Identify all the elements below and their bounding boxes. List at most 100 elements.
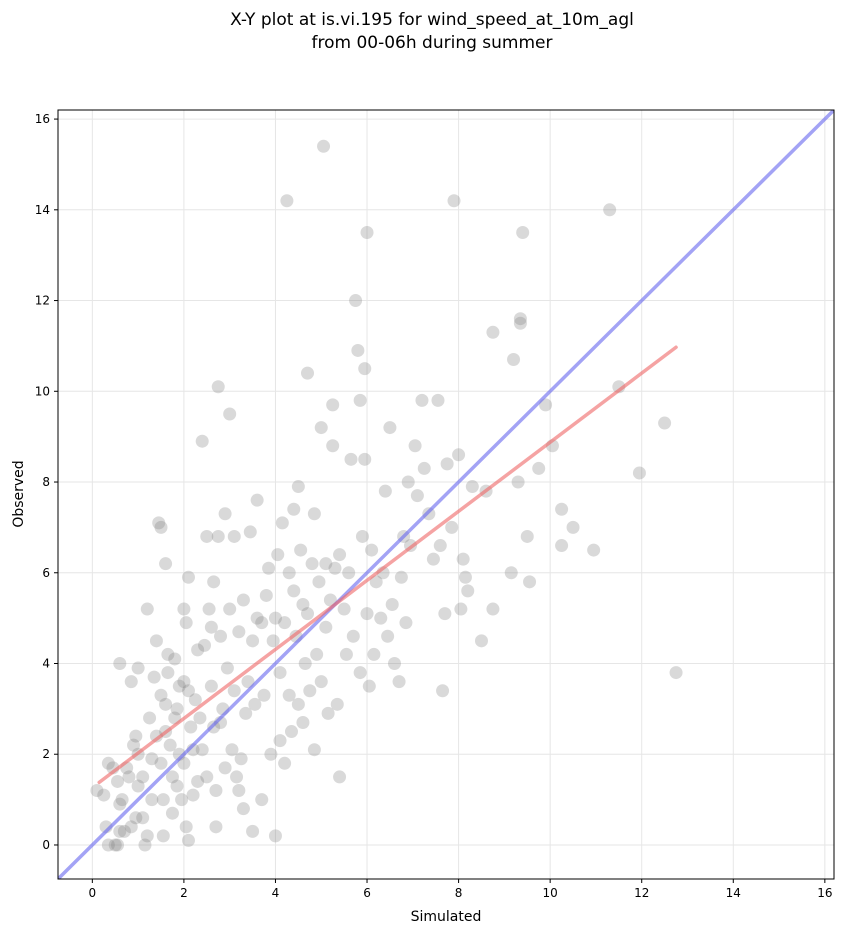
- data-point: [129, 729, 143, 743]
- x-tick-label: 14: [726, 886, 741, 900]
- data-point: [163, 738, 177, 752]
- y-tick-label: 12: [35, 294, 50, 308]
- data-point: [378, 484, 392, 498]
- data-point: [326, 439, 340, 453]
- data-point: [191, 643, 205, 657]
- data-point: [461, 584, 475, 598]
- data-point: [193, 711, 207, 725]
- reference-lines: [58, 110, 834, 879]
- y-tick-label: 2: [42, 747, 50, 761]
- data-point: [369, 575, 383, 589]
- data-point: [113, 797, 127, 811]
- y-tick-label: 4: [42, 656, 50, 670]
- data-point: [532, 461, 546, 475]
- data-point: [408, 439, 422, 453]
- data-point: [111, 838, 125, 852]
- data-point: [516, 225, 530, 239]
- data-point: [250, 493, 264, 507]
- data-point: [101, 756, 115, 770]
- data-point: [555, 539, 569, 553]
- data-point: [145, 752, 159, 766]
- y-tick-label: 8: [42, 475, 50, 489]
- data-point: [209, 820, 223, 834]
- data-point: [259, 588, 273, 602]
- data-point: [124, 820, 138, 834]
- y-tick-label: 16: [35, 112, 50, 126]
- y-tick-label: 0: [42, 838, 50, 852]
- data-point: [458, 570, 472, 584]
- data-point: [360, 225, 374, 239]
- data-point: [234, 752, 248, 766]
- data-point: [365, 543, 379, 557]
- data-point: [246, 824, 260, 838]
- data-point: [149, 634, 163, 648]
- data-point: [204, 620, 218, 634]
- data-point: [179, 820, 193, 834]
- data-point: [513, 316, 527, 330]
- data-point: [257, 688, 271, 702]
- data-point: [223, 602, 237, 616]
- data-point: [230, 770, 244, 784]
- data-point: [539, 398, 553, 412]
- data-point: [232, 784, 246, 798]
- data-point: [417, 461, 431, 475]
- data-point: [170, 779, 184, 793]
- data-point: [452, 448, 466, 462]
- data-point: [291, 697, 305, 711]
- data-point: [264, 747, 278, 761]
- fit-line: [97, 345, 678, 785]
- data-point: [266, 634, 280, 648]
- data-point: [227, 529, 241, 543]
- data-point: [511, 475, 525, 489]
- data-point: [445, 520, 459, 534]
- data-point: [214, 629, 228, 643]
- data-point: [232, 625, 246, 639]
- data-point: [310, 647, 324, 661]
- data-point: [202, 602, 216, 616]
- x-tick-label: 10: [543, 886, 558, 900]
- data-point: [97, 788, 111, 802]
- data-point: [278, 756, 292, 770]
- data-point: [339, 647, 353, 661]
- data-point: [287, 502, 301, 516]
- data-point: [149, 729, 163, 743]
- data-point: [200, 770, 214, 784]
- data-point: [486, 602, 500, 616]
- data-point: [143, 711, 157, 725]
- data-point: [154, 756, 168, 770]
- data-point: [177, 675, 191, 689]
- data-point: [523, 575, 537, 589]
- data-point: [333, 548, 347, 562]
- data-point: [223, 407, 237, 421]
- data-point: [218, 761, 232, 775]
- data-point: [255, 616, 269, 630]
- data-point: [273, 734, 287, 748]
- x-tick-label: 16: [817, 886, 832, 900]
- data-point: [305, 557, 319, 571]
- data-point: [353, 393, 367, 407]
- data-point: [211, 529, 225, 543]
- data-point: [387, 656, 401, 670]
- plot-frame: [57, 109, 835, 880]
- data-point: [271, 548, 285, 562]
- data-point: [603, 203, 617, 217]
- data-point: [161, 647, 175, 661]
- data-point: [436, 684, 450, 698]
- data-point: [566, 520, 580, 534]
- data-point: [287, 584, 301, 598]
- data-point: [154, 520, 168, 534]
- data-point: [115, 793, 129, 807]
- data-point: [154, 688, 168, 702]
- data-point: [303, 684, 317, 698]
- data-point: [152, 516, 166, 530]
- data-point: [456, 552, 470, 566]
- data-point: [268, 611, 282, 625]
- data-point: [179, 616, 193, 630]
- y-tick-label: 6: [42, 566, 50, 580]
- data-point: [351, 343, 365, 357]
- data-point: [131, 779, 145, 793]
- data-points: [90, 139, 683, 852]
- x-tick-label: 8: [455, 886, 463, 900]
- data-point: [330, 697, 344, 711]
- data-point: [394, 570, 408, 584]
